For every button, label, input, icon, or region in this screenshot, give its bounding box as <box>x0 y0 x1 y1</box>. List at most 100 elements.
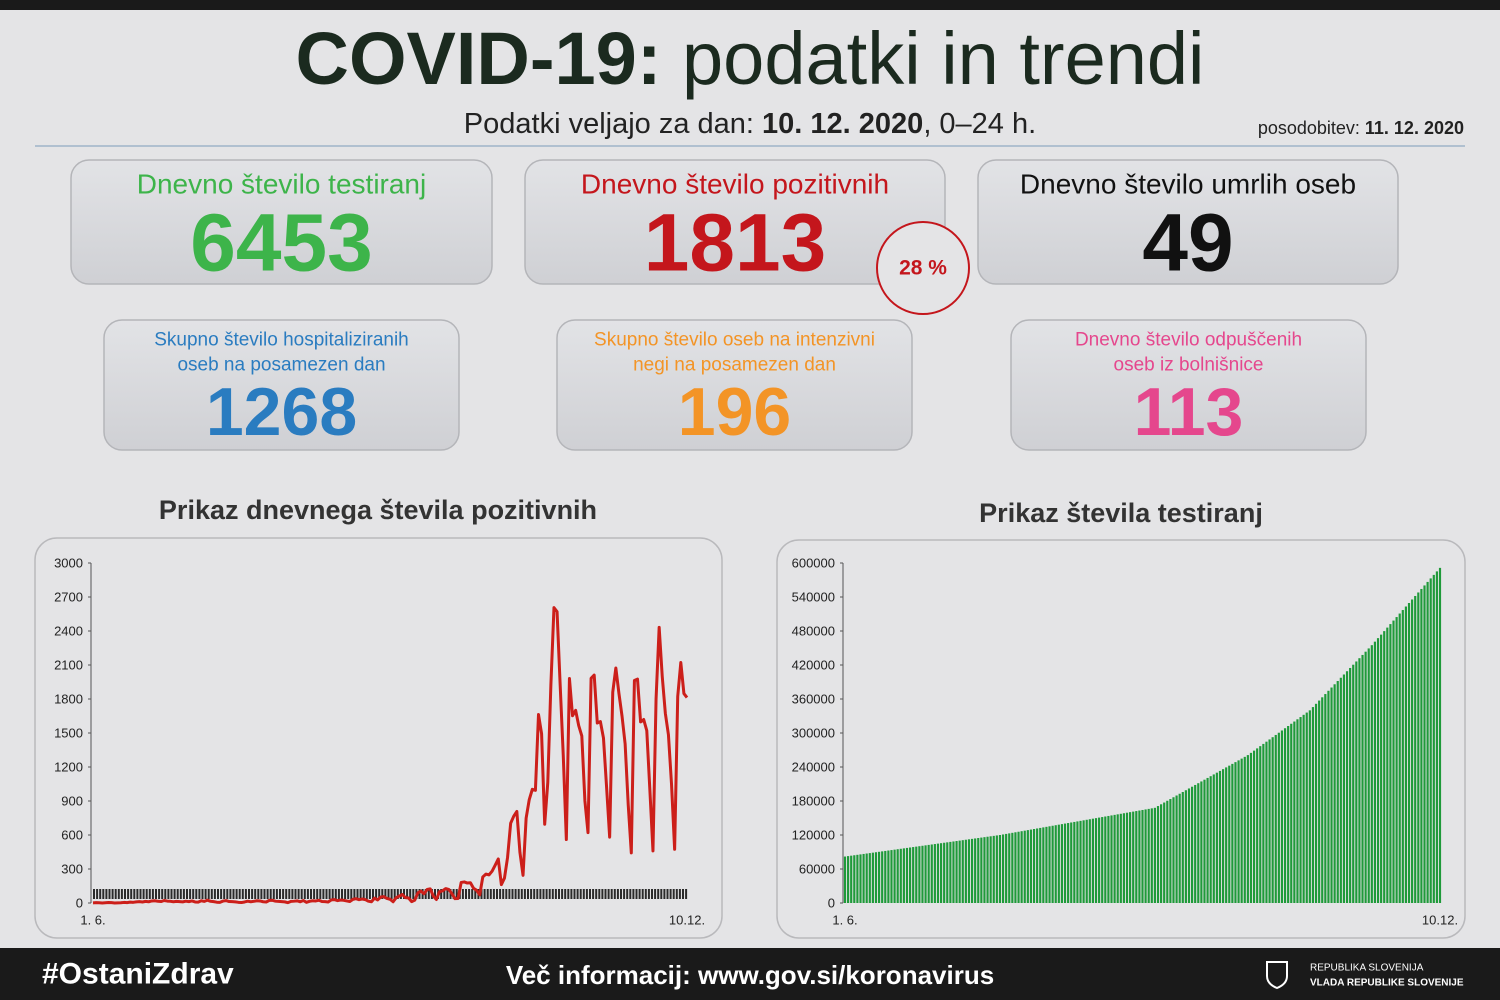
card-label: Dnevno število odpuščenih <box>1075 330 1302 351</box>
bar <box>1221 769 1225 903</box>
bar <box>1153 807 1156 903</box>
bar <box>1383 631 1386 903</box>
bar <box>1364 651 1367 903</box>
org-line: REPUBLIKA SLOVENIJA <box>1310 963 1424 974</box>
y-tick-label: 900 <box>61 794 83 809</box>
bar <box>1218 770 1222 903</box>
bar <box>946 842 949 903</box>
card <box>1010 319 1367 451</box>
bar <box>905 847 909 903</box>
bar <box>1302 714 1305 903</box>
bar <box>1017 831 1020 903</box>
bar <box>1358 658 1361 903</box>
bar <box>1274 734 1277 903</box>
card <box>977 159 1399 285</box>
bar <box>1020 831 1023 903</box>
y-tick-label: 480000 <box>792 624 835 639</box>
bar <box>1042 827 1045 903</box>
bar <box>1299 717 1302 903</box>
bar <box>995 835 998 903</box>
bar <box>1252 750 1256 903</box>
bar <box>1166 800 1169 903</box>
bar <box>1352 664 1355 903</box>
bar <box>1008 833 1011 903</box>
bar <box>862 853 865 903</box>
bar <box>952 841 955 903</box>
bar <box>1355 661 1358 903</box>
bar <box>1156 806 1160 903</box>
card <box>524 159 946 285</box>
bar <box>1349 667 1352 903</box>
bar <box>986 836 989 903</box>
bar <box>1380 634 1383 903</box>
bar <box>1367 648 1370 903</box>
y-tick-label: 2700 <box>54 590 83 605</box>
card-label: oseb iz bolnišnice <box>1114 355 1264 376</box>
bar <box>1023 830 1026 903</box>
bar <box>1321 697 1324 903</box>
card-value: 113 <box>1134 374 1244 450</box>
bar <box>1088 819 1091 903</box>
bar <box>1125 812 1129 903</box>
bar <box>1395 617 1398 903</box>
y-tick-label: 240000 <box>792 760 835 775</box>
bar <box>856 854 859 903</box>
bar <box>1327 690 1330 903</box>
bar <box>1373 641 1377 903</box>
bar <box>1175 795 1178 903</box>
bar <box>1423 585 1426 903</box>
card-label: Dnevno število testiranj <box>137 169 426 200</box>
bar <box>853 855 856 903</box>
bar <box>1305 712 1308 903</box>
update-line: posodobitev: 11. 12. 2020 <box>1258 118 1464 138</box>
bar <box>1172 797 1175 903</box>
bar <box>1082 820 1085 903</box>
y-tick-label: 2100 <box>54 658 83 673</box>
bar <box>1200 781 1203 903</box>
bar <box>949 841 952 903</box>
bar <box>1129 812 1132 903</box>
y-tick-label: 600 <box>61 828 83 843</box>
bar <box>1094 818 1098 903</box>
date: 10. 12. 2020 <box>762 108 923 140</box>
ratio: 28 % <box>899 257 947 280</box>
title-rest: podatki in trendi <box>661 17 1204 100</box>
y-tick-label: 420000 <box>792 658 835 673</box>
bar <box>1067 823 1070 903</box>
bar <box>1212 774 1215 903</box>
y-tick-label: 120000 <box>792 828 835 843</box>
info-link[interactable]: Več informacij: www.gov.si/koronavirus <box>506 960 994 990</box>
bar <box>1392 620 1395 903</box>
bar <box>1426 581 1429 903</box>
y-tick-label: 540000 <box>792 590 835 605</box>
bar <box>1228 765 1231 903</box>
card-label: Dnevno število pozitivnih <box>581 169 889 200</box>
bar <box>1432 574 1435 903</box>
bar <box>930 844 933 903</box>
bar <box>921 845 924 903</box>
bar <box>887 850 890 903</box>
bar <box>878 851 881 903</box>
bar <box>1370 645 1373 903</box>
bar <box>1045 826 1048 903</box>
bar <box>955 841 958 903</box>
bar <box>1342 674 1346 903</box>
bar <box>1336 681 1339 903</box>
bar <box>859 854 862 903</box>
crest <box>1266 961 1288 990</box>
bar <box>1417 592 1420 903</box>
bar <box>874 852 878 903</box>
y-tick-label: 1200 <box>54 760 83 775</box>
bar <box>961 840 964 903</box>
bar <box>1324 694 1327 903</box>
y-tick-label: 2400 <box>54 624 83 639</box>
bar <box>1249 752 1253 903</box>
bar <box>1237 760 1240 903</box>
chart-frame <box>34 537 723 939</box>
bar <box>1277 732 1280 903</box>
charts: Prikaz dnevnega števila pozitivnih 0 300 60… <box>54 495 1458 928</box>
bar <box>1073 821 1076 903</box>
date-suffix: , 0–24 h. <box>923 108 1036 140</box>
x-tick-label: 10.12. <box>1422 913 1458 928</box>
bar <box>1420 588 1423 903</box>
